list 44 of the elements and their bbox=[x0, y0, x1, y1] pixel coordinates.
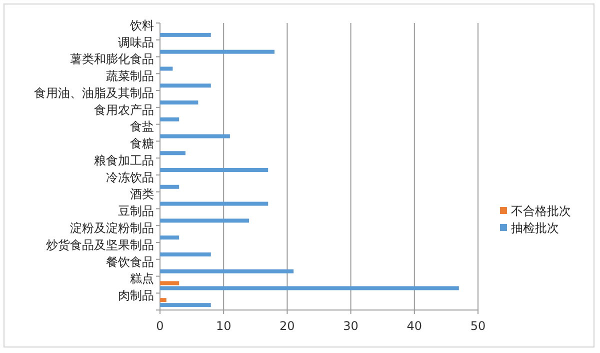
bar bbox=[160, 151, 186, 156]
bar bbox=[160, 218, 250, 223]
y-tick-label: 食糖 bbox=[130, 136, 154, 151]
bar bbox=[160, 286, 459, 290]
bar bbox=[160, 236, 180, 240]
y-tick-label: 炒货食品及坚果制品 bbox=[46, 238, 154, 252]
bar bbox=[160, 303, 211, 308]
x-tick-label: 40 bbox=[406, 319, 422, 333]
x-tick-label: 50 bbox=[470, 319, 486, 333]
y-tick-label: 豆制品 bbox=[118, 204, 154, 218]
y-tick-label: 食用油、油脂及其制品 bbox=[34, 86, 154, 100]
bar bbox=[160, 269, 294, 274]
bar bbox=[160, 32, 211, 37]
bar bbox=[160, 100, 198, 104]
bar bbox=[160, 252, 211, 256]
bar bbox=[160, 184, 180, 189]
bar bbox=[160, 117, 180, 122]
bar bbox=[160, 50, 274, 54]
y-tick-label: 淀粉及淀粉制品 bbox=[70, 221, 154, 236]
bar bbox=[160, 298, 166, 302]
y-tick-label: 粮食加工品 bbox=[94, 153, 154, 168]
bar bbox=[160, 202, 268, 206]
y-tick-label: 调味品 bbox=[118, 35, 154, 50]
bar bbox=[160, 134, 230, 138]
y-tick-label: 肉制品 bbox=[118, 288, 154, 303]
x-tick-label: 0 bbox=[156, 319, 164, 333]
y-tick-label: 糕点 bbox=[130, 272, 154, 286]
y-tick-label: 冷冻饮品 bbox=[106, 170, 154, 184]
y-tick-label: 食用农产品 bbox=[94, 102, 154, 117]
legend-label: 不合格批次 bbox=[511, 204, 571, 218]
bar bbox=[160, 66, 173, 71]
y-tick-label: 餐饮食品 bbox=[106, 254, 154, 269]
y-tick-label: 食盐 bbox=[130, 120, 154, 134]
x-tick-label: 20 bbox=[280, 319, 295, 333]
bar bbox=[160, 84, 211, 88]
bar bbox=[160, 281, 180, 286]
bar bbox=[160, 168, 268, 172]
y-tick-label: 饮料 bbox=[129, 18, 154, 32]
y-tick-label: 薯类和膨化食品 bbox=[70, 52, 154, 66]
x-tick-label: 10 bbox=[216, 319, 232, 333]
legend-label: 抽检批次 bbox=[511, 221, 559, 235]
y-tick-label: 蔬菜制品 bbox=[106, 69, 154, 84]
x-tick-label: 30 bbox=[343, 319, 358, 333]
y-tick-label: 酒类 bbox=[130, 187, 154, 202]
